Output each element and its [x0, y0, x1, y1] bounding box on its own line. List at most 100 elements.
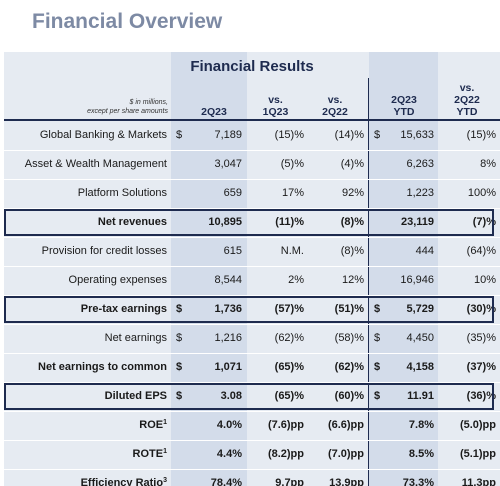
cell-vs1q23: (5)% [280, 158, 304, 170]
table-row-rote: ROTE1 4.4% (8.2)pp (7.0)pp 8.5% (5.1)pp [4, 440, 500, 469]
table-row-global-banking-markets: Global Banking & Markets $7,189 (15)% (14)%… [4, 121, 500, 150]
cell-dol1: $ [176, 129, 183, 141]
cell-dol1 [176, 440, 186, 469]
row-label: Operating expenses [4, 266, 167, 295]
cell-vs2q22: (60)% [334, 390, 364, 402]
row-label: Global Banking & Markets [4, 121, 167, 150]
row-label: Provision for credit losses [4, 237, 167, 266]
cell-vs2q22: (14)% [334, 129, 364, 141]
row-separator [4, 295, 500, 296]
row-separator [4, 469, 500, 470]
cell-v2q23: 8,544 [214, 274, 242, 286]
row-separator [4, 324, 500, 325]
cell-vsytd: 10% [473, 274, 496, 286]
cell-v2q23: 7,189 [214, 129, 242, 141]
cell-vs1q23: (8.2)pp [267, 448, 304, 460]
cell-vsytd: (7)% [472, 216, 496, 228]
row-separator [4, 411, 500, 412]
cell-dol1: $ [176, 361, 183, 373]
cell-vytd: 16,946 [400, 274, 434, 286]
header-vs-1q23-line1: vs. [268, 94, 283, 106]
header-vs-2q22-ytd-line2: 2Q22 [454, 94, 480, 106]
footnote-marker: 1 [163, 448, 167, 455]
table-row-asset-wealth-management: Asset & Wealth Management 3,047 (5)% (4)% 6,… [4, 150, 500, 179]
cell-vs1q23: (62)% [274, 332, 304, 344]
cell-vsytd: 100% [467, 187, 496, 199]
row-label-text: Diluted EPS [104, 390, 167, 402]
cell-vs2q22: (58)% [334, 332, 364, 344]
column-band-2q23-ytd [369, 52, 438, 486]
cell-v2q23: 1,216 [214, 332, 242, 344]
cell-vytd: 73.3% [402, 477, 434, 486]
cell-v2q23: 3,047 [214, 158, 242, 170]
cell-vs2q22: (8)% [340, 245, 364, 257]
row-label-text: Provision for credit losses [41, 245, 167, 257]
cell-dol2 [374, 150, 384, 179]
highlight-box-diluted-eps [4, 383, 494, 410]
row-label: ROE1 [4, 411, 167, 440]
cell-v2q23: 78.4% [210, 477, 242, 486]
cell-v2q23: 10,895 [208, 216, 242, 228]
cell-vs2q22: 92% [341, 187, 364, 199]
footnote-marker: 1 [163, 419, 167, 426]
cell-dol1 [176, 179, 186, 208]
cell-vsytd: (5.0)pp [459, 419, 496, 431]
cell-dol2: $ [374, 303, 381, 315]
cell-vsytd: (35)% [466, 332, 496, 344]
highlight-box-net-revenues [4, 209, 494, 236]
table-row-net-earnings: Net earnings $1,216 (62)% (58)% $4,450 (35)% [4, 324, 500, 353]
cell-v2q23: 615 [223, 245, 242, 257]
row-label-text: ROTE [132, 448, 164, 460]
row-label: Efficiency Ratio3 [4, 469, 167, 486]
cell-dol2 [374, 237, 384, 266]
cell-v2q23: 659 [223, 187, 242, 199]
row-separator [4, 440, 500, 441]
row-label: Diluted EPS [4, 382, 167, 411]
cell-vytd: 4,158 [406, 361, 434, 373]
header-vs-2q22-line2: 2Q22 [322, 106, 348, 118]
cell-vs2q22: (51)% [334, 303, 364, 315]
row-label: Asset & Wealth Management [4, 150, 167, 179]
cell-dol2: $ [374, 390, 381, 402]
cell-vs1q23: (65)% [274, 361, 304, 373]
cell-vs1q23: (57)% [274, 303, 304, 315]
row-separator [4, 266, 500, 267]
highlight-box-pre-tax-earnings [4, 296, 494, 323]
row-separator [4, 179, 500, 180]
cell-dol1 [176, 266, 186, 295]
cell-vsytd: 8% [480, 158, 496, 170]
row-label-text: Asset & Wealth Management [24, 158, 167, 170]
page-title: Financial Overview [32, 10, 223, 33]
cell-v2q23: 4.0% [216, 419, 242, 431]
cell-vytd: 15,633 [400, 129, 434, 141]
row-separator [4, 353, 500, 354]
cell-vsytd: (36)% [466, 390, 496, 402]
cell-v2q23: 4.4% [216, 448, 242, 460]
cell-vsytd: (30)% [466, 303, 496, 315]
cell-vs2q22: (6.6)pp [327, 419, 364, 431]
cell-vytd: 11.91 [407, 390, 434, 402]
cell-vytd: 1,223 [406, 187, 434, 199]
cell-dol2 [374, 266, 384, 295]
table-row-platform-solutions: Platform Solutions 659 17% 92% 1,223 100% [4, 179, 500, 208]
row-label-text: Operating expenses [68, 274, 167, 286]
cell-vsytd: (15)% [466, 129, 496, 141]
column-band-2q23 [171, 52, 247, 486]
cell-vsytd: 11.3pp [461, 477, 496, 486]
cell-dol1 [176, 411, 186, 440]
cell-dol2: $ [374, 332, 381, 344]
table-row-operating-expenses: Operating expenses 8,544 2% 12% 16,946 10% [4, 266, 500, 295]
cell-vytd: 5,729 [406, 303, 434, 315]
units-note-line2: except per share amounts [87, 108, 168, 115]
cell-dol1: $ [176, 332, 183, 344]
cell-vs2q22: 12% [341, 274, 364, 286]
cell-dol2: $ [374, 129, 381, 141]
cell-vs1q23: 9.7pp [275, 477, 304, 486]
cell-v2q23: 1,071 [214, 361, 242, 373]
row-label-text: Platform Solutions [77, 187, 167, 199]
cell-vs2q22: (62)% [334, 361, 364, 373]
table-row-provision-for-credit-losses: Provision for credit losses 615 N.M. (8)% 44… [4, 237, 500, 266]
header-vs-1q23-line2: 1Q23 [262, 106, 289, 118]
cell-vs2q22: (7.0)pp [327, 448, 364, 460]
row-separator [4, 208, 500, 209]
